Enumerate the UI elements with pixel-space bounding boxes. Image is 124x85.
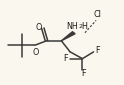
Text: H: H	[81, 22, 87, 31]
Polygon shape	[61, 32, 75, 41]
Text: 2: 2	[79, 24, 83, 29]
Text: O: O	[35, 23, 42, 32]
Text: F: F	[81, 69, 85, 78]
Text: F: F	[95, 46, 100, 55]
Text: F: F	[64, 54, 68, 63]
Text: Cl: Cl	[93, 10, 101, 19]
Text: NH: NH	[67, 22, 78, 31]
Text: O: O	[33, 48, 39, 57]
